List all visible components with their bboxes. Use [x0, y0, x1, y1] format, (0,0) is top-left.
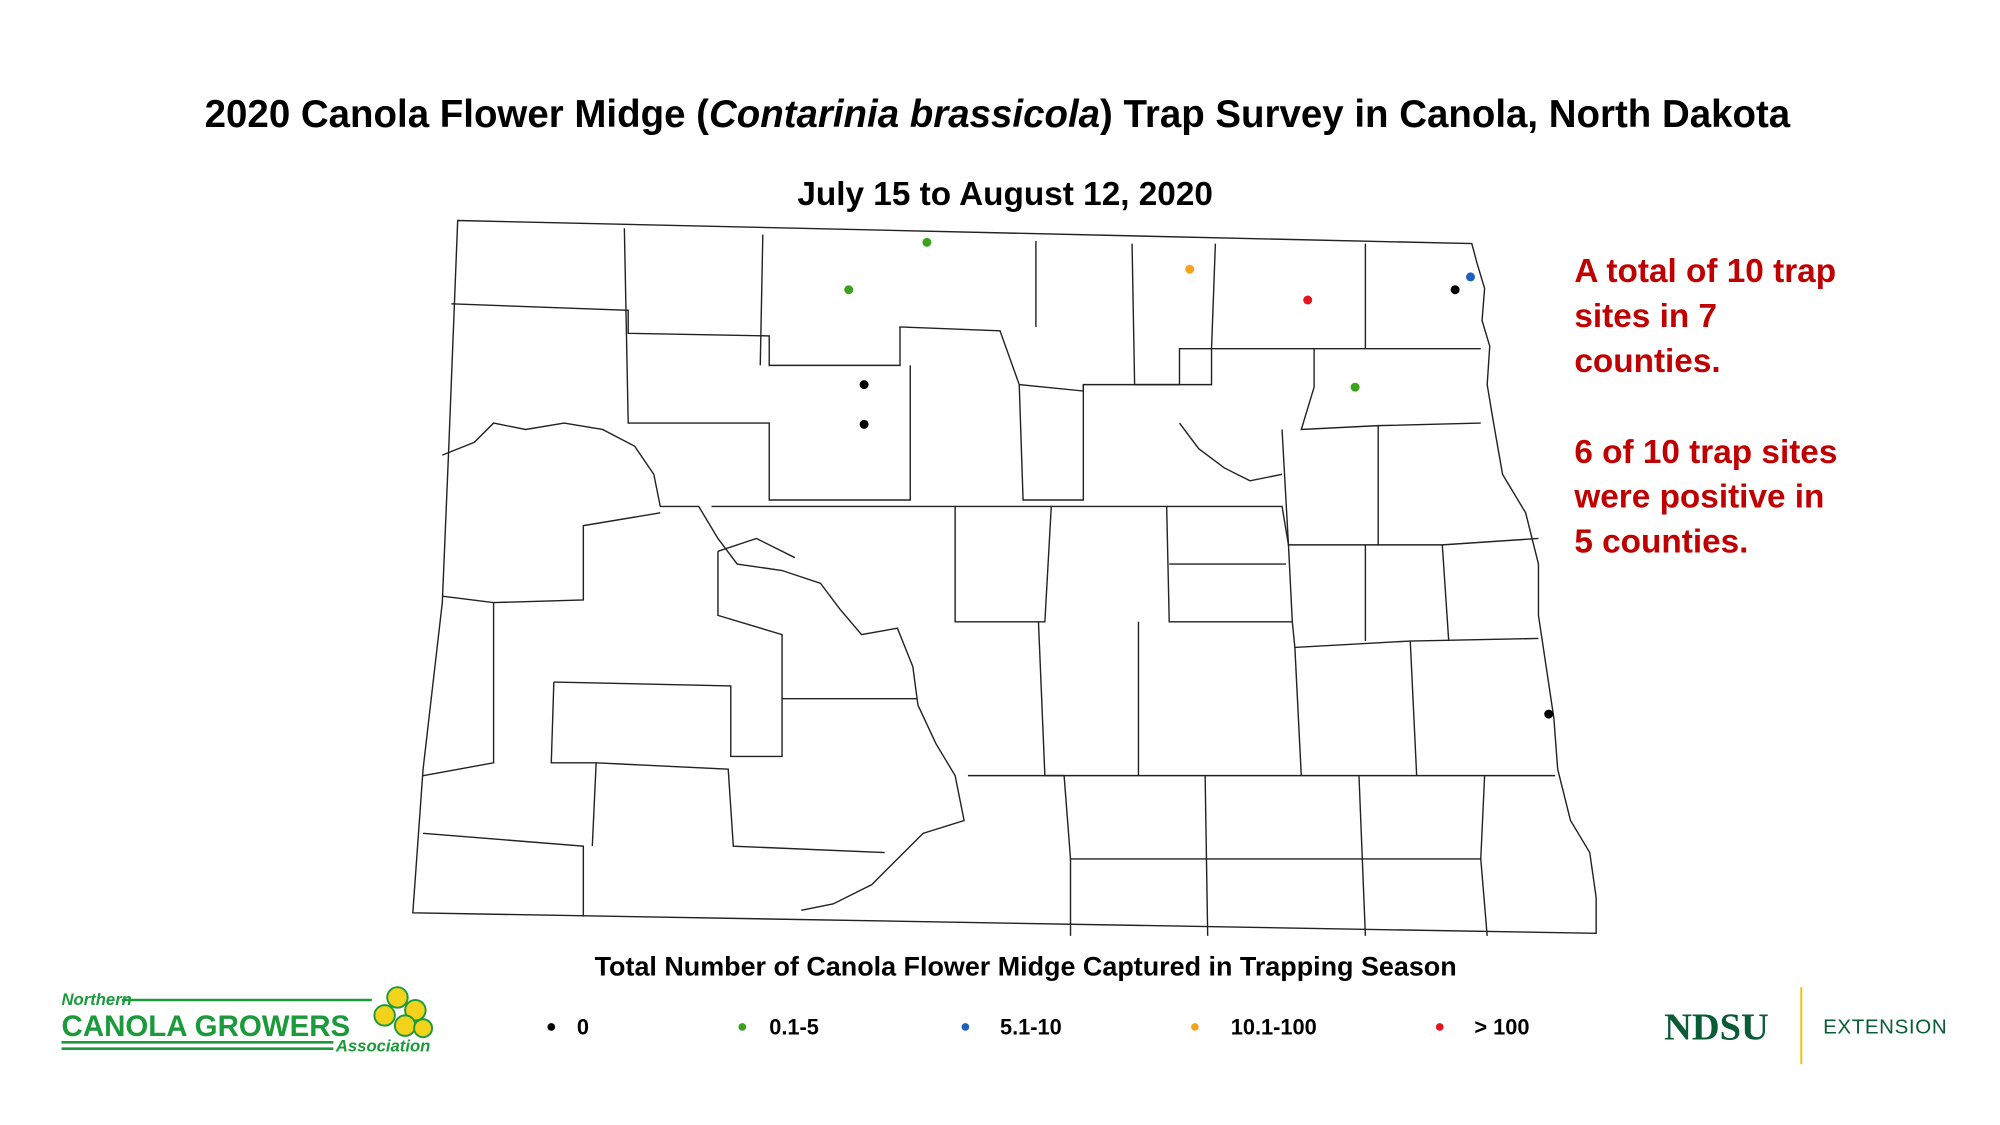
note-line: 5 counties. — [1574, 524, 1748, 561]
river — [1178, 422, 1283, 482]
note-line: sites in 7 — [1574, 298, 1717, 335]
title: 2020 Canola Flower Midge (Contarinia bra… — [205, 93, 1791, 136]
note-line: were positive in — [1573, 479, 1824, 516]
note-line: A total of 10 trap — [1574, 253, 1836, 290]
trap-site — [859, 380, 869, 390]
legend-marker — [961, 1023, 970, 1031]
legend-title: Total Number of Canola Flower Midge Capt… — [595, 952, 1457, 982]
trap-site — [1544, 709, 1554, 719]
trap-site — [922, 237, 932, 247]
river — [717, 537, 796, 559]
ndsu-logo: NDSU EXTENSION — [1664, 987, 1947, 1065]
trap-site — [844, 285, 854, 295]
title-end: ) Trap Survey in Canola, North Dakota — [1100, 93, 1791, 136]
legend-label: 0 — [577, 1015, 589, 1040]
subtitle: July 15 to August 12, 2020 — [797, 176, 1213, 213]
county-lines — [422, 228, 1556, 936]
logo-text: EXTENSION — [1823, 1015, 1947, 1038]
north-dakota-map — [412, 219, 1597, 936]
river — [442, 422, 965, 911]
trap-site — [1185, 264, 1195, 274]
state-outline — [412, 219, 1597, 935]
legend: Total Number of Canola Flower Midge Capt… — [547, 952, 1529, 1040]
logo-text: Association — [335, 1036, 430, 1055]
trap-site — [1466, 272, 1475, 282]
title-italic: Contarinia brassicola — [709, 93, 1100, 136]
note-line: counties. — [1574, 343, 1720, 380]
legend-label: 5.1-10 — [1000, 1015, 1062, 1040]
legend-marker — [1435, 1023, 1444, 1031]
legend-marker — [547, 1023, 556, 1031]
notes: A total of 10 trap sites in 7 counties. … — [1573, 253, 1837, 561]
legend-marker — [1191, 1023, 1199, 1031]
legend-marker — [738, 1023, 747, 1031]
ncga-logo: Northern CANOLA GROWERS Association — [62, 986, 434, 1055]
logo-flower — [373, 986, 434, 1039]
trap-site — [1450, 285, 1460, 295]
trap-site — [1303, 295, 1313, 305]
logo-text: Northern — [62, 990, 132, 1009]
logo-text: NDSU — [1664, 1007, 1769, 1049]
legend-label: 10.1-100 — [1231, 1015, 1317, 1040]
trap-site — [859, 419, 869, 429]
trap-site — [1350, 382, 1360, 392]
trap-sites — [844, 237, 1554, 719]
title-start: 2020 Canola Flower Midge ( — [205, 93, 709, 136]
legend-label: > 100 — [1474, 1015, 1529, 1040]
note-line: 6 of 10 trap sites — [1574, 434, 1837, 471]
legend-label: 0.1-5 — [769, 1015, 819, 1040]
logo-text: CANOLA GROWERS — [62, 1010, 351, 1043]
